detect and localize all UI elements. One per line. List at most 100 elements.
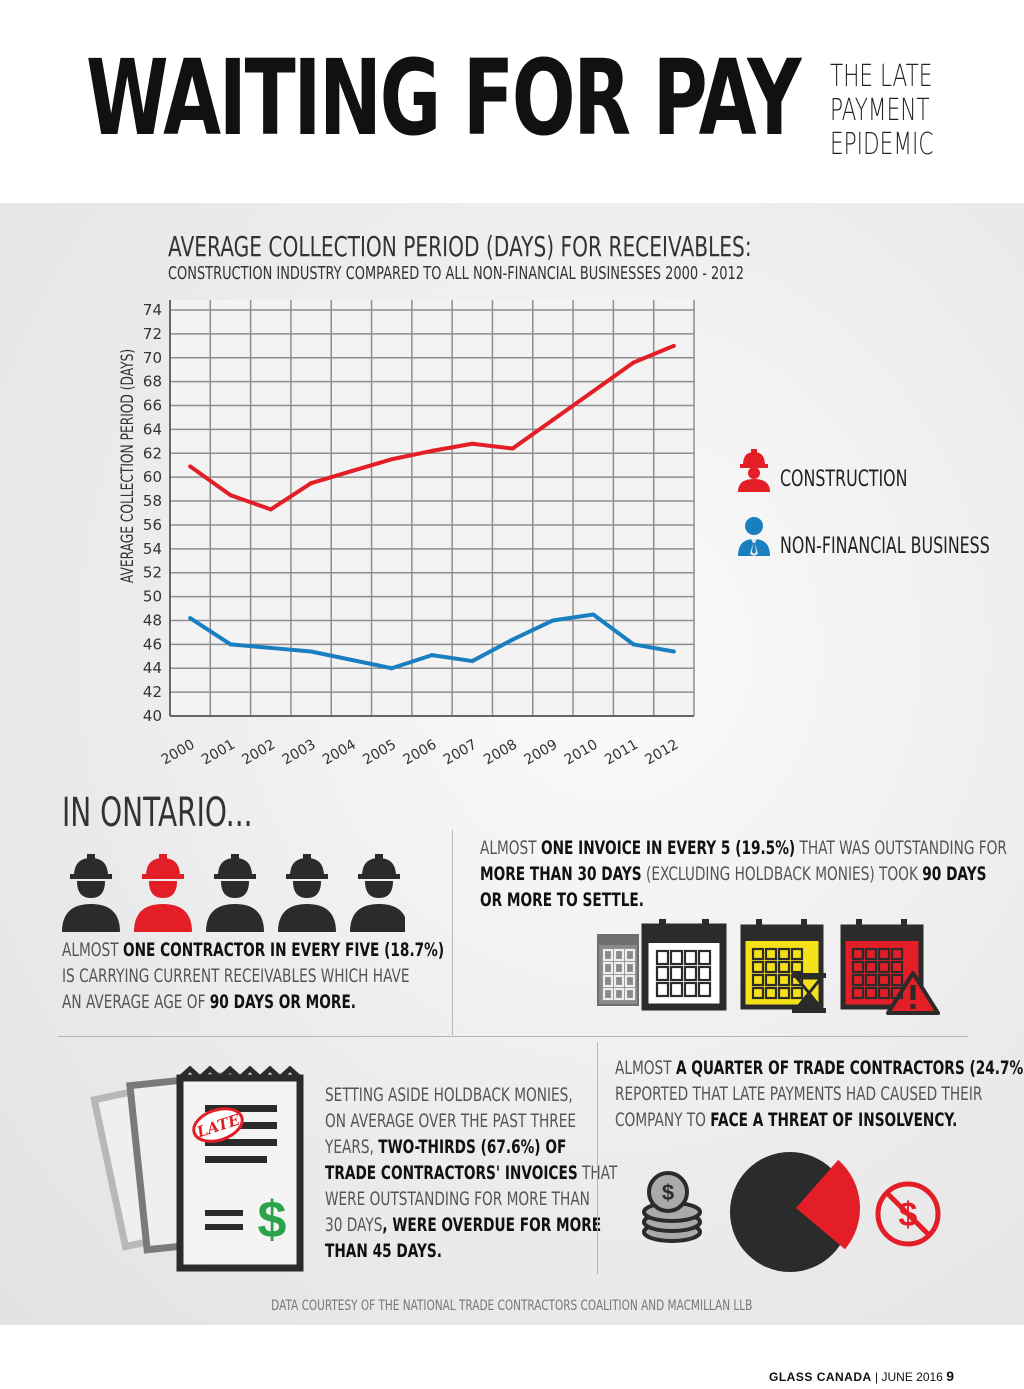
x-tick-label: 2002 <box>239 737 278 769</box>
pie-slice-insolvency <box>796 1159 860 1250</box>
data-point <box>591 612 596 617</box>
no-dollar-icon: $ <box>875 1181 941 1247</box>
y-tick-label: 58 <box>143 492 162 510</box>
x-tick-label: 2000 <box>159 737 198 769</box>
stat-fragment: THAT WAS OUTSTANDING FOR <box>795 837 1007 859</box>
chart-subtitle: CONSTRUCTION INDUSTRY COMPARED TO ALL NO… <box>168 263 745 284</box>
data-point <box>349 657 354 662</box>
data-point <box>188 464 193 469</box>
data-point <box>510 446 515 451</box>
subtitle-line: EPIDEMIC <box>830 127 934 162</box>
y-tick-label: 72 <box>143 325 162 343</box>
worker-icon <box>134 854 192 932</box>
data-point <box>389 666 394 671</box>
data-point <box>430 448 434 453</box>
page-footer: GLASS CANADA | JUNE 2016 9 <box>769 1368 954 1384</box>
stat-highlight: TRADE CONTRACTORS' INVOICES <box>325 1162 578 1184</box>
y-tick-label: 74 <box>143 301 162 319</box>
header: WAITING FOR PAY THE LATE PAYMENT EPIDEMI… <box>0 0 1024 203</box>
stat-fragment: SETTING ASIDE HOLDBACK MONIES, <box>325 1084 573 1106</box>
x-tick-label: 2007 <box>441 737 480 769</box>
data-point <box>430 653 434 658</box>
stat-highlight: 90 DAYS OR MORE. <box>209 991 356 1013</box>
contractor-stat-text: ALMOST ONE CONTRACTOR IN EVERY FIVE (18.… <box>62 937 444 1015</box>
data-point <box>309 649 314 654</box>
y-tick-label: 40 <box>143 707 162 725</box>
subtitle-line: THE LATE <box>830 59 933 94</box>
y-tick-label: 64 <box>143 420 162 438</box>
stat-fragment: WERE OUTSTANDING FOR MORE THAN <box>325 1188 590 1210</box>
contractor-row-icons <box>62 854 405 932</box>
page-title: WAITING FOR PAY <box>86 37 801 159</box>
y-tick-label: 54 <box>143 540 162 558</box>
stat-line: IS CARRYING CURRENT RECEIVABLES WHICH HA… <box>62 963 410 989</box>
y-tick-label: 62 <box>143 444 162 462</box>
stat-line: ON AVERAGE OVER THE PAST THREE <box>325 1108 584 1134</box>
x-tick-label: 2005 <box>360 737 399 769</box>
data-point <box>268 645 273 650</box>
stat-fragment: ALMOST <box>62 939 123 961</box>
late-stamp: LATE <box>192 1107 244 1143</box>
y-tick-label: 42 <box>143 683 162 701</box>
data-point <box>349 469 354 474</box>
legend-non-financial: NON-FINANCIAL BUSINESS <box>780 534 990 559</box>
divider <box>58 1036 968 1037</box>
data-point <box>268 507 273 512</box>
stat-fragment: ON AVERAGE OVER THE PAST THREE <box>325 1110 577 1132</box>
chart-series <box>188 343 676 671</box>
stat-line: SETTING ASIDE HOLDBACK MONIES, <box>325 1082 584 1108</box>
stat-line: OR MORE TO SETTLE. <box>480 887 941 913</box>
stat-line: AN AVERAGE AGE OF 90 DAYS OR MORE. <box>62 989 408 1015</box>
x-tick-label: 2003 <box>280 737 319 769</box>
stat-fragment: 30 DAYS <box>325 1214 383 1236</box>
data-point <box>671 343 676 348</box>
subtitle-line: PAYMENT <box>830 93 930 128</box>
data-point <box>470 659 475 664</box>
stat-line: ALMOST ONE CONTRACTOR IN EVERY FIVE (18.… <box>62 937 444 963</box>
stat-line: WERE OUTSTANDING FOR MORE THAN <box>325 1186 590 1212</box>
y-tick-label: 48 <box>143 611 162 629</box>
y-tick-label: 60 <box>143 468 162 486</box>
x-tick-label: 2012 <box>642 737 681 769</box>
stat-line: COMPANY TO FACE A THREAT OF INSOLVENCY. <box>615 1107 1018 1133</box>
late-invoice-icon: LATE $ <box>90 1065 304 1272</box>
chart-title: AVERAGE COLLECTION PERIOD (DAYS) FOR REC… <box>168 230 752 263</box>
legend-construction: CONSTRUCTION <box>780 467 908 492</box>
holdback-stat-text: SETTING ASIDE HOLDBACK MONIES, ON AVERAGE… <box>325 1082 617 1264</box>
y-tick-label: 68 <box>143 373 162 391</box>
worker-icon <box>278 854 336 932</box>
stat-fragment: ALMOST <box>615 1057 676 1079</box>
stat-highlight: ONE CONTRACTOR IN EVERY FIVE (18.7%) <box>122 939 445 961</box>
data-point <box>631 642 636 647</box>
page-subtitle: THE LATE PAYMENT EPIDEMIC <box>830 60 933 162</box>
stat-highlight: MORE THAN 30 DAYS <box>480 863 642 885</box>
issue-date: JUNE 2016 <box>881 1370 943 1384</box>
stat-fragment: THAT <box>582 1162 618 1184</box>
y-axis-label: AVERAGE COLLECTION PERIOD (DAYS) <box>118 349 138 583</box>
data-point <box>591 389 596 394</box>
separator: | <box>875 1370 882 1384</box>
stat-highlight: FACE A THREAT OF INSOLVENCY. <box>710 1109 958 1131</box>
x-tick-label: 2008 <box>481 737 520 769</box>
stat-fragment: AN AVERAGE AGE OF <box>62 991 210 1013</box>
dollar-sign-icon: $ <box>258 1191 287 1249</box>
x-tick-label: 2011 <box>602 737 641 769</box>
stat-highlight: ONE INVOICE IN EVERY 5 (19.5%) <box>540 837 796 859</box>
stat-line: ALMOST ONE INVOICE IN EVERY 5 (19.5%) TH… <box>480 835 1007 861</box>
data-point <box>671 649 676 654</box>
divider <box>452 830 453 1035</box>
businessman-icon <box>738 517 770 556</box>
stat-line: MORE THAN 30 DAYS (EXCLUDING HOLDBACK MO… <box>480 861 986 887</box>
y-tick-label: 56 <box>143 516 162 534</box>
stat-line: REPORTED THAT LATE PAYMENTS HAD CAUSED T… <box>615 1081 1018 1107</box>
x-axis-ticks: 2000 2001 2002 2003 2004 2005 2006 2007 2008 2009… <box>159 737 682 769</box>
stat-fragment: REPORTED THAT LATE PAYMENTS HAD CAUSED T… <box>615 1083 983 1105</box>
data-point <box>470 441 475 446</box>
data-point <box>228 642 233 647</box>
stat-line: ALMOST A QUARTER OF TRADE CONTRACTORS (2… <box>615 1055 1024 1081</box>
coins-icon: $ <box>642 1171 702 1243</box>
y-tick-label: 70 <box>143 349 162 367</box>
coin-dollar-text: $ <box>662 1180 674 1205</box>
stat-highlight: 90 DAYS <box>922 863 987 885</box>
